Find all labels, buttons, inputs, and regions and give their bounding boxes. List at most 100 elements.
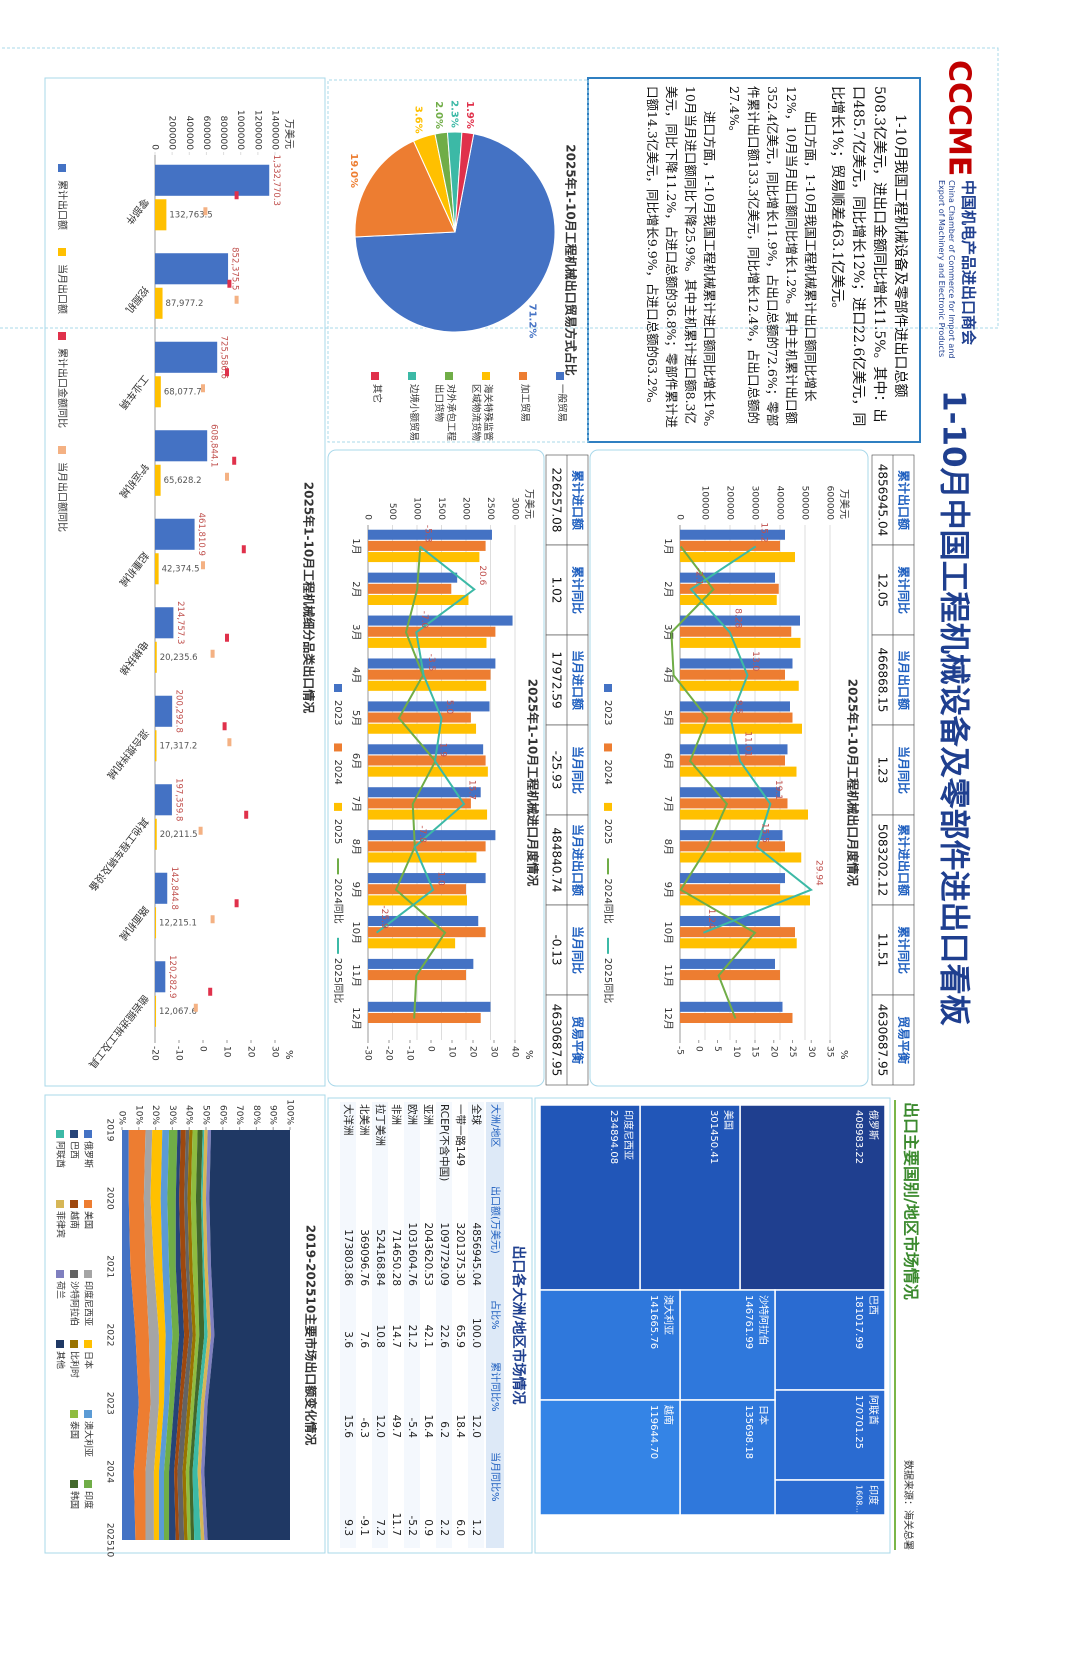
y-tick-label: 2500	[485, 497, 495, 520]
summary: 1-10月我国工程机械设备及零部件进出口总额508.3亿美元，进出口金额同比增长…	[637, 86, 910, 434]
pie-slice	[454, 131, 475, 233]
marker	[232, 456, 237, 465]
treemap-value: 135698.18	[743, 1405, 754, 1459]
bar	[367, 615, 513, 626]
y-tick-label: 40%	[184, 1105, 194, 1125]
legend-label: 当月出口额	[56, 264, 69, 314]
data-label: 15.2	[758, 522, 768, 542]
summary-paragraph: 进口方面，1-10月我国工程机械累计进口额同比增长1%。10月当月进口额同比下降…	[645, 86, 717, 434]
area	[197, 1130, 212, 1540]
area	[164, 1130, 180, 1540]
marker	[210, 915, 215, 924]
x-tick-label: 202510	[105, 1523, 115, 1558]
bar	[154, 553, 159, 585]
chart-title: 2025年1-10月工程机械出口贸易方式占比	[564, 144, 579, 375]
x-tick-label: 11月	[350, 964, 362, 987]
y2-tick-label: 30	[270, 1046, 280, 1058]
bar	[367, 927, 486, 938]
x-tick-label: 9月	[350, 882, 362, 898]
table-cell: RCEP(不含中国)	[438, 1104, 451, 1181]
y-tick-label: 100%	[285, 1099, 295, 1125]
legend-swatch	[604, 802, 612, 811]
table-cell: 714650.28	[390, 1229, 402, 1286]
bar	[680, 583, 779, 594]
bar	[367, 540, 486, 551]
area	[158, 1130, 173, 1540]
kpi-value: 4856945.04	[876, 464, 890, 537]
y-unit: 万美元	[283, 119, 296, 149]
legend-label: 荷兰	[55, 1281, 67, 1299]
legend-label: 2025	[332, 819, 343, 844]
table-cell: 42.1	[422, 1325, 434, 1348]
y-tick-label: 20%	[150, 1105, 160, 1125]
treemap-name: 印度尼西亚	[622, 1110, 635, 1160]
x-tick-label: 1月	[350, 538, 362, 554]
table-cell: 9.3	[342, 1519, 354, 1536]
bar	[680, 915, 780, 927]
bar	[680, 712, 793, 723]
bar	[154, 253, 229, 285]
bar	[368, 766, 488, 777]
data-label: 132,763.5	[169, 210, 212, 220]
legend-swatch	[84, 1130, 92, 1138]
x-tick-label: 10月	[350, 921, 362, 944]
bar	[367, 723, 477, 734]
page-title: 1-10月中国工程机械设备及零部件进出口看板	[936, 390, 972, 1026]
table-cell: 12.0	[470, 1415, 482, 1438]
import-frame	[327, 449, 545, 1087]
x-tick-label: 2022	[105, 1324, 115, 1347]
bar	[368, 798, 471, 809]
y2-tick-label: 30	[489, 1046, 499, 1058]
bar	[680, 637, 801, 648]
area	[200, 1130, 215, 1540]
data-label: 852,375.5	[230, 247, 240, 290]
kpi-value: 17972.59	[550, 651, 564, 708]
kpi-label: 当月进口额	[571, 650, 586, 710]
legend-swatch	[84, 1340, 92, 1348]
kpi-value: 5083202.12	[876, 824, 890, 897]
table-cell: 14.7	[390, 1325, 402, 1348]
legend-swatch	[334, 684, 342, 692]
kpi-label: 累计同比	[897, 926, 912, 974]
data-label: 20,235.6	[160, 653, 198, 663]
table-cell: 一带一路149	[454, 1104, 467, 1166]
area	[204, 1130, 290, 1540]
y-tick-label: 50%	[201, 1105, 211, 1125]
table-cell: 1031604.76	[406, 1223, 418, 1287]
y-tick-label: 1500	[436, 497, 446, 520]
table-header: 累计同比%	[489, 1362, 502, 1412]
table-frame	[327, 1097, 533, 1554]
marker	[201, 561, 205, 570]
bar	[367, 755, 486, 766]
data-label: 42,374.5	[162, 564, 200, 574]
bar	[155, 641, 157, 673]
kpi-label: 当月同比	[897, 746, 912, 794]
legend-label: 越南	[69, 1211, 81, 1229]
bar	[680, 884, 780, 895]
treemap-value: 181017.99	[853, 1295, 864, 1349]
market-title: 出口主要国别/地区市场情况	[902, 1102, 921, 1300]
data-label: 1.0	[436, 871, 446, 886]
legend-swatch	[334, 743, 342, 752]
x-tick-label: 1月	[662, 538, 674, 554]
legend-label: 2025	[602, 819, 613, 844]
legend-swatch	[408, 372, 416, 380]
bar	[368, 626, 496, 637]
data-label: 12,215.1	[159, 918, 197, 928]
pie-slice	[354, 140, 456, 238]
legend-label: 对外承包工程出口货物	[433, 384, 456, 442]
data-label: 461,810.9	[196, 513, 206, 556]
bar	[154, 730, 157, 762]
treemap-value: 146761.99	[743, 1295, 754, 1349]
data-label: 608,844.1	[209, 424, 219, 467]
bar	[367, 637, 487, 648]
bar	[680, 766, 797, 777]
y2-tick-label: -10	[174, 1046, 184, 1061]
data-label: 120,282.9	[167, 955, 177, 998]
table-cell: 18.4	[454, 1415, 466, 1439]
chart-title: 2025年1-10月工程机械进口月度情况	[526, 679, 541, 886]
x-tick-label: 6月	[662, 753, 674, 769]
data-label: 12,067.6	[159, 1007, 197, 1017]
data-label: 11.01	[743, 731, 753, 757]
chart-title: 2025年1-10月工程机械细分品类出口情况	[302, 482, 317, 713]
